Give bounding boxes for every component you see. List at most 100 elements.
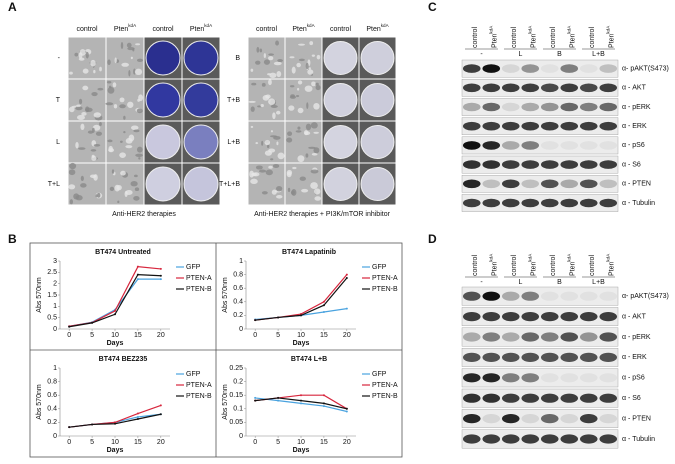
- cell-cluster: [119, 104, 126, 109]
- band: [560, 102, 579, 112]
- y-tick-label: 0: [53, 326, 57, 333]
- cell-cluster: [120, 42, 124, 50]
- band: [501, 373, 520, 383]
- cell-cluster: [309, 41, 314, 46]
- plate: [183, 166, 219, 202]
- band: [462, 393, 481, 403]
- cell-cluster: [264, 150, 273, 156]
- data-point: [322, 300, 325, 303]
- band: [462, 198, 481, 208]
- data-point: [300, 399, 302, 402]
- y-tick-label: 1.5: [47, 292, 57, 299]
- band: [462, 332, 481, 342]
- cell-cluster: [311, 81, 316, 87]
- chart-title: BT474 Untreated: [95, 249, 151, 256]
- band: [501, 291, 520, 301]
- group-label: -: [480, 51, 483, 58]
- header-text: Pten: [366, 26, 381, 33]
- x-tick-label: 20: [157, 439, 165, 446]
- blot-strip: [461, 368, 619, 388]
- column-header: PtenkdA: [527, 253, 537, 276]
- data-point: [345, 407, 348, 410]
- band: [579, 64, 598, 73]
- x-tick-label: 20: [343, 332, 351, 339]
- cell-cluster: [315, 84, 321, 91]
- data-point: [68, 325, 71, 328]
- cell-cluster: [260, 103, 264, 108]
- cell-cluster: [255, 60, 261, 65]
- blot-strip: [461, 136, 619, 155]
- band: [540, 373, 559, 383]
- cell-cluster: [264, 139, 271, 146]
- group-label: L+B: [592, 279, 605, 286]
- y-axis-label: Abs 570nm: [36, 384, 43, 420]
- cell-cluster: [92, 124, 101, 131]
- y-tick-label: 0: [239, 433, 243, 440]
- cell-cluster: [313, 131, 319, 134]
- cell-cluster: [250, 106, 255, 112]
- cell-cluster: [305, 62, 309, 70]
- cell-cluster: [265, 169, 273, 176]
- header-sup: kdA: [527, 253, 532, 262]
- cell-cluster: [111, 169, 115, 174]
- group-label: L+B: [592, 51, 605, 58]
- cell-cluster: [272, 164, 280, 169]
- cell-cluster: [133, 174, 138, 178]
- data-point: [159, 404, 162, 407]
- cell-cluster: [287, 187, 291, 193]
- legend-label: PTEN-B: [372, 286, 398, 293]
- cell-cluster: [269, 72, 277, 79]
- cell-cluster: [123, 115, 126, 120]
- plate: [183, 40, 219, 76]
- plate: [323, 167, 358, 201]
- cell-cluster: [316, 54, 321, 60]
- data-point: [300, 402, 302, 405]
- cell-cluster: [112, 82, 117, 88]
- cell-cluster: [268, 79, 272, 86]
- cell-cluster: [80, 183, 87, 188]
- y-tick-label: 3: [53, 258, 57, 265]
- cell-cluster: [97, 87, 104, 91]
- cell-cluster: [116, 185, 122, 191]
- band: [482, 121, 501, 131]
- cell-cluster: [315, 82, 319, 86]
- band: [482, 102, 501, 112]
- header-text: Pten: [292, 26, 307, 33]
- cell-cluster: [76, 114, 85, 121]
- band: [560, 373, 579, 383]
- cell-cluster: [313, 147, 320, 154]
- panel-label: B: [8, 232, 17, 246]
- x-tick-label: 15: [134, 439, 142, 446]
- chart-title: BT474 BEZ235: [99, 356, 148, 363]
- cell-cluster: [69, 162, 77, 170]
- cell-cluster: [119, 97, 125, 103]
- cell-cluster: [99, 66, 102, 72]
- cell-cluster: [311, 54, 316, 57]
- cell-cluster: [85, 106, 90, 113]
- band: [521, 121, 540, 131]
- antibody-label: α - ERK: [622, 123, 647, 130]
- blot-strip: [461, 155, 619, 174]
- column-header: control: [511, 27, 518, 48]
- band: [521, 83, 540, 93]
- blot-strip: [461, 348, 619, 367]
- cell-cluster: [93, 143, 101, 147]
- cell-cluster: [277, 152, 285, 160]
- cell-cluster: [120, 140, 123, 143]
- cell-cluster: [308, 67, 311, 70]
- band: [540, 198, 559, 208]
- band: [579, 312, 598, 322]
- data-point: [136, 418, 139, 420]
- cell-cluster: [252, 172, 260, 177]
- y-tick-label: 0.25: [229, 365, 243, 372]
- y-tick-label: 0.2: [233, 312, 243, 319]
- cell-cluster: [250, 178, 258, 184]
- antibody-label: α - pERK: [622, 334, 651, 341]
- band: [501, 312, 520, 322]
- cell-cluster: [127, 101, 134, 108]
- cell-cluster: [288, 105, 295, 111]
- x-tick-label: 5: [276, 439, 280, 446]
- data-point: [136, 278, 139, 281]
- cell-cluster: [296, 62, 301, 68]
